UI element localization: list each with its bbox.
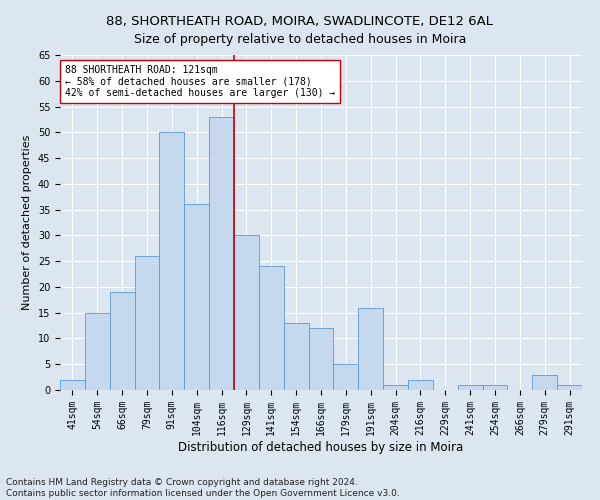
Bar xyxy=(259,266,284,390)
Text: Size of property relative to detached houses in Moira: Size of property relative to detached ho… xyxy=(134,32,466,46)
Bar xyxy=(458,385,482,390)
Bar xyxy=(134,256,160,390)
Bar xyxy=(160,132,184,390)
X-axis label: Distribution of detached houses by size in Moira: Distribution of detached houses by size … xyxy=(178,440,464,454)
Bar xyxy=(284,323,308,390)
Bar xyxy=(184,204,209,390)
Text: 88 SHORTHEATH ROAD: 121sqm
← 58% of detached houses are smaller (178)
42% of sem: 88 SHORTHEATH ROAD: 121sqm ← 58% of deta… xyxy=(65,65,335,98)
Text: 88, SHORTHEATH ROAD, MOIRA, SWADLINCOTE, DE12 6AL: 88, SHORTHEATH ROAD, MOIRA, SWADLINCOTE,… xyxy=(107,15,493,28)
Bar xyxy=(234,236,259,390)
Bar xyxy=(482,385,508,390)
Y-axis label: Number of detached properties: Number of detached properties xyxy=(22,135,32,310)
Bar xyxy=(358,308,383,390)
Text: Contains HM Land Registry data © Crown copyright and database right 2024.
Contai: Contains HM Land Registry data © Crown c… xyxy=(6,478,400,498)
Bar xyxy=(334,364,358,390)
Bar xyxy=(408,380,433,390)
Bar xyxy=(557,385,582,390)
Bar xyxy=(60,380,85,390)
Bar xyxy=(110,292,134,390)
Bar xyxy=(383,385,408,390)
Bar xyxy=(532,374,557,390)
Bar xyxy=(209,117,234,390)
Bar xyxy=(308,328,334,390)
Bar xyxy=(85,312,110,390)
